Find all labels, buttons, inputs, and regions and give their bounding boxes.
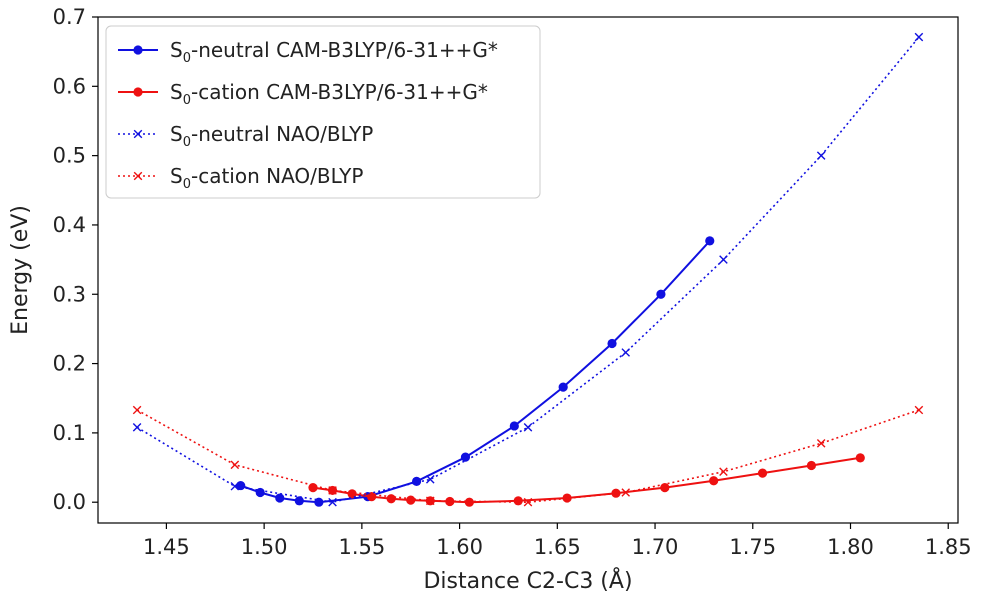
data-point [133, 45, 143, 55]
data-point [513, 496, 523, 506]
legend-label-text: -neutral NAO/BLYP [191, 122, 373, 146]
data-point [425, 475, 435, 484]
y-tick-label: 0.7 [53, 5, 86, 29]
series-4 [132, 405, 924, 507]
series-3 [132, 32, 924, 507]
data-point [611, 488, 621, 498]
plot-area [132, 32, 924, 507]
legend-label: S0-cation CAM-B3LYP/6-31++G* [170, 80, 488, 108]
legend-label-subscript: 0 [183, 51, 191, 66]
legend-label: S0-cation NAO/BLYP [170, 164, 363, 192]
legend-label-subscript: 0 [183, 93, 191, 108]
plot-frame [97, 16, 959, 524]
y-tick-label: 0.6 [53, 74, 86, 98]
data-point [709, 476, 719, 486]
data-point [719, 467, 728, 477]
y-tick-label: 0.5 [53, 144, 86, 168]
data-point [411, 476, 422, 487]
legend-label-prefix: S [170, 38, 183, 62]
series-line [136, 409, 920, 504]
data-point [308, 483, 318, 493]
x-tick-label: 1.45 [143, 535, 190, 559]
x-axis-ticks: 1.45 1.50 1.55 1.60 1.65 1.70 1.75 1.80 1.85 [143, 523, 972, 559]
y-tick-label: 0.1 [53, 421, 86, 445]
legend-item: S0-cation NAO/BLYP [118, 164, 363, 192]
data-point [607, 338, 617, 349]
data-point [621, 488, 631, 497]
data-point [133, 87, 143, 97]
x-tick-label: 1.70 [632, 535, 679, 559]
legend-box [105, 25, 541, 199]
x-tick-label: 1.85 [925, 535, 972, 559]
x-tick-label: 1.50 [241, 535, 288, 559]
data-point [509, 421, 519, 431]
legend-item: S0-cation CAM-B3LYP/6-31++G* [118, 80, 488, 108]
x-tick-label: 1.55 [338, 535, 385, 559]
data-point [621, 348, 631, 357]
legend-label-prefix: S [170, 80, 183, 104]
y-tick-label: 0.2 [53, 352, 86, 376]
data-point [855, 453, 865, 463]
y-tick-label: 0.0 [53, 490, 86, 514]
data-point [275, 493, 285, 503]
data-point [328, 486, 337, 495]
data-point [660, 483, 670, 493]
data-point [757, 468, 768, 478]
data-point [425, 496, 435, 506]
legend-label-text: -cation NAO/BLYP [191, 164, 363, 188]
data-point [719, 255, 728, 264]
legend-item: S0-neutral CAM-B3LYP/6-31++G* [118, 38, 498, 66]
legend-label: S0-neutral NAO/BLYP [170, 122, 373, 150]
data-point [558, 382, 568, 392]
data-point [230, 481, 240, 491]
y-axis-ticks: 0.0 0.1 0.2 0.3 0.4 0.5 0.6 0.7 [53, 5, 98, 514]
x-tick-label: 1.80 [827, 535, 874, 559]
data-point [386, 494, 396, 504]
legend-label-subscript: 0 [183, 135, 191, 150]
data-point [914, 405, 924, 415]
data-point [656, 289, 666, 299]
y-axis-label: Energy (eV) [8, 205, 33, 335]
data-point [523, 497, 533, 507]
data-point [132, 405, 142, 415]
legend-label-prefix: S [170, 122, 183, 146]
data-point [406, 495, 416, 505]
legend-label-text: -neutral CAM-B3LYP/6-31++G* [191, 38, 498, 62]
y-tick-label: 0.3 [53, 282, 86, 306]
data-point [816, 151, 826, 160]
data-point [914, 32, 924, 42]
data-point [133, 129, 143, 139]
x-axis-label: Distance C2-C3 (Å) [423, 567, 632, 594]
data-point [816, 438, 826, 448]
legend-label: S0-neutral CAM-B3LYP/6-31++G* [170, 38, 498, 66]
y-tick-label: 0.4 [53, 213, 86, 237]
data-point [230, 460, 240, 470]
data-point [294, 496, 304, 506]
legend-label-text: -cation CAM-B3LYP/6-31++G* [191, 80, 488, 104]
data-point [562, 493, 572, 503]
x-tick-label: 1.60 [436, 535, 483, 559]
data-point [132, 423, 142, 432]
data-point [133, 171, 143, 181]
legend-item: S0-neutral NAO/BLYP [118, 122, 373, 150]
legend-label-prefix: S [170, 164, 183, 188]
legend-label-subscript: 0 [183, 177, 191, 192]
x-tick-label: 1.75 [729, 535, 776, 559]
data-point [523, 423, 533, 432]
x-tick-label: 1.65 [534, 535, 581, 559]
data-point [806, 460, 817, 471]
data-point [460, 452, 471, 462]
data-point [255, 487, 265, 498]
data-point [328, 497, 337, 507]
legend: S0-neutral CAM-B3LYP/6-31++G*S0-cation C… [105, 25, 541, 199]
data-point [705, 236, 715, 246]
data-point [464, 497, 474, 507]
